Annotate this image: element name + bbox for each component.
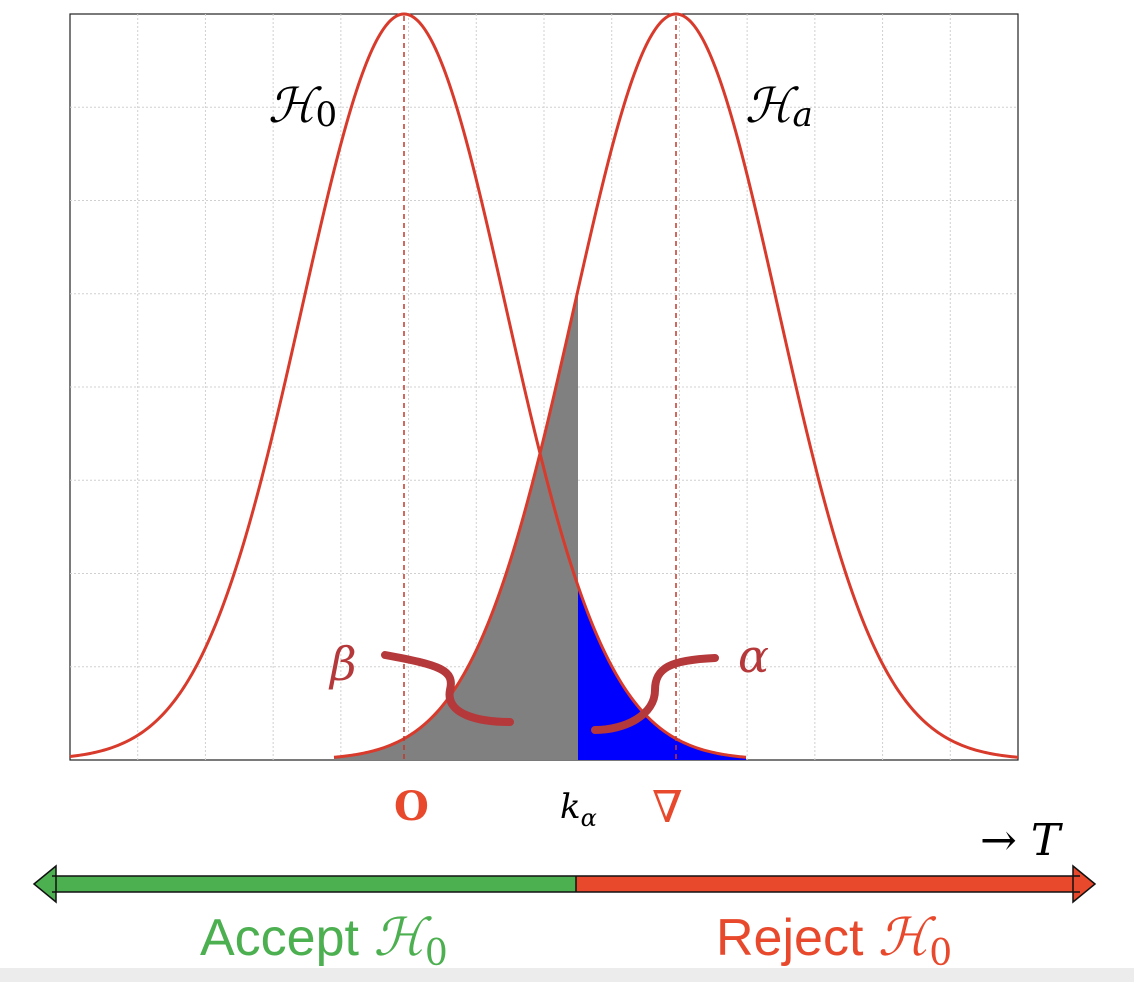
decision-arrow — [32, 864, 1097, 904]
beta-leader-curve — [381, 651, 514, 726]
axis-label: → T — [980, 815, 1064, 866]
bottom-strip — [0, 968, 1134, 982]
h0-distribution-curve — [69, 12, 747, 759]
accept-label: Accept ℋ0 — [200, 908, 448, 974]
reject-label: Reject ℋ0 — [716, 908, 952, 974]
nabla-label: ∇ — [652, 782, 683, 833]
alpha-leader-curve — [591, 654, 719, 734]
beta-region — [334, 289, 578, 760]
reject-bar — [576, 876, 1080, 892]
alpha-label: α — [738, 629, 769, 683]
origin-label: O — [394, 783, 429, 830]
threshold-label: kα — [560, 787, 597, 832]
h0-label: ℋ0 — [268, 78, 337, 135]
alpha-region — [578, 585, 746, 760]
arrow-left-head — [32, 864, 57, 904]
ha-label: ℋa — [745, 78, 813, 135]
accept-bar — [52, 876, 576, 892]
arrow-right-head — [1072, 864, 1097, 904]
beta-label: β — [328, 637, 357, 691]
